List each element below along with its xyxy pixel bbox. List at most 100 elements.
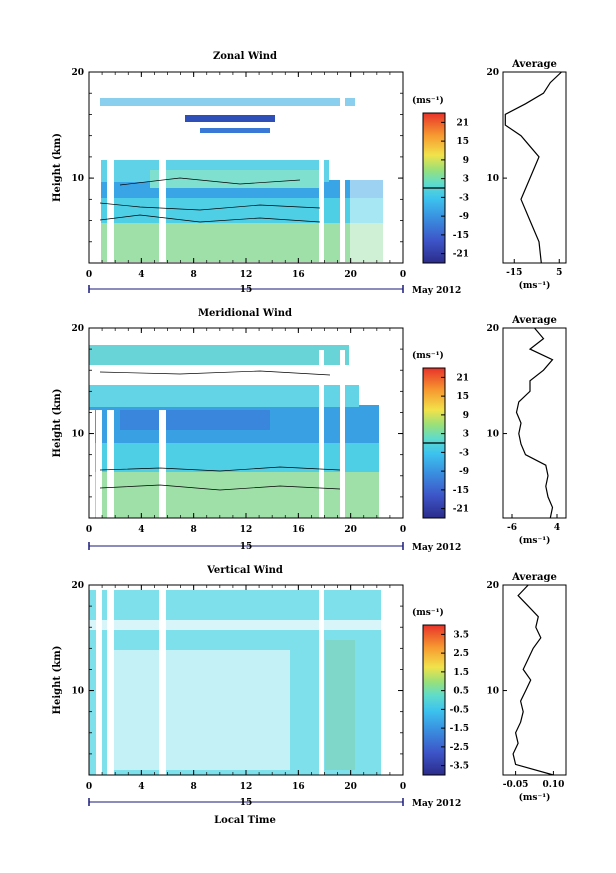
x-tick-label: 0 — [86, 270, 92, 280]
date-month-label: May 2012 — [412, 286, 461, 296]
profile-x-label: (ms⁻¹) — [519, 792, 551, 803]
colorbar-tick-label: 21 — [456, 118, 469, 128]
date-day-label: 15 — [240, 798, 253, 808]
date-month-label: May 2012 — [412, 543, 461, 553]
y-tick-label: 10 — [71, 687, 84, 697]
colorbar-tick-label: 21 — [456, 373, 469, 383]
colorbar-tick-label: -9 — [459, 467, 469, 477]
colorbar-tick-label: -3.5 — [450, 762, 469, 772]
colorbar-tick-label: -15 — [453, 231, 469, 241]
zonal-profile — [502, 71, 567, 264]
x-axis-label: Local Time — [214, 815, 276, 826]
x-tick-label: 20 — [344, 270, 357, 280]
colorbar-unit: (ms⁻¹) — [412, 607, 444, 618]
x-tick-label: 0 — [400, 525, 406, 535]
profile-title: Average — [511, 59, 557, 70]
vertical-profile — [502, 584, 567, 776]
colorbar-unit: (ms⁻¹) — [412, 95, 444, 106]
profile-title: Average — [511, 572, 557, 583]
zonal-heatmap — [89, 83, 383, 263]
colorbar-tick-label: 2.5 — [453, 649, 469, 659]
colorbar-tick-label: -3 — [459, 193, 469, 203]
x-tick-label: 12 — [240, 525, 253, 535]
colorbar-tick-label: 9 — [463, 411, 469, 421]
x-tick-label: 16 — [292, 270, 305, 280]
profile-line — [512, 584, 554, 776]
profile-y-tick-label: 10 — [486, 687, 499, 697]
x-tick-label: 16 — [292, 782, 305, 792]
profile-x-tick-label: 0.10 — [542, 780, 564, 790]
x-tick-label: 20 — [344, 782, 357, 792]
x-tick-label: 12 — [240, 270, 253, 280]
date-month-label: May 2012 — [412, 799, 461, 809]
y-tick-label: 10 — [71, 430, 84, 440]
x-tick-label: 4 — [138, 525, 144, 535]
colorbar-tick-label: 3 — [463, 430, 469, 440]
colorbar-tick-label: -21 — [453, 505, 469, 515]
chart-marks: Height (km) 10 20 0 4 8 12 16 20 0 15 May 2012 (ms⁻¹… — [52, 59, 564, 809]
vertical-heatmap — [89, 590, 386, 775]
colorbar-tick-label: -0.5 — [450, 705, 469, 715]
x-tick-label: 8 — [191, 782, 197, 792]
x-tick-label: 8 — [191, 525, 197, 535]
meridional-heatmap — [89, 345, 379, 518]
x-tick-label: 0 — [400, 270, 406, 280]
colorbar-tick-label: -9 — [459, 212, 469, 222]
meridional-profile — [502, 327, 567, 519]
y-axis-label: Height (km) — [52, 646, 63, 715]
y-axis-label: Height (km) — [52, 133, 63, 202]
date-day-label: 15 — [240, 285, 253, 295]
profile-y-tick-label: 20 — [486, 581, 499, 591]
profile-line — [504, 71, 562, 264]
y-tick-label: 20 — [71, 581, 84, 591]
profile-x-label: (ms⁻¹) — [519, 280, 551, 291]
x-tick-label: 4 — [138, 270, 144, 280]
meridional-panel: Meridional Wind — [88, 308, 567, 519]
profile-y-tick-label: 20 — [486, 324, 499, 334]
zonal-panel: Zonal Wind — [88, 51, 567, 264]
colorbar-unit: (ms⁻¹) — [412, 350, 444, 361]
profile-x-tick-label: 5 — [556, 268, 562, 278]
vertical-panel: Vertical Wind Local Time — [88, 565, 567, 826]
vertical-colorbar — [422, 624, 446, 776]
profile-x-tick-label: -6 — [507, 523, 517, 533]
colorbar-tick-label: 3.5 — [453, 630, 469, 640]
y-axis-label: Height (km) — [52, 389, 63, 458]
profile-x-label: (ms⁻¹) — [519, 535, 551, 546]
profile-x-tick-label: -0.05 — [503, 780, 529, 790]
x-tick-label: 0 — [86, 782, 92, 792]
x-tick-label: 4 — [138, 782, 144, 792]
x-tick-label: 0 — [86, 525, 92, 535]
colorbar-tick-label: -15 — [453, 486, 469, 496]
y-tick-label: 20 — [71, 68, 84, 78]
x-tick-label: 12 — [240, 782, 253, 792]
colorbar-tick-label: -3 — [459, 448, 469, 458]
profile-y-tick-label: 10 — [486, 174, 499, 184]
profile-y-tick-label: 10 — [486, 430, 499, 440]
y-tick-label: 10 — [71, 174, 84, 184]
colorbar-tick-label: 15 — [456, 392, 469, 402]
chart-title: Zonal Wind — [213, 51, 277, 62]
colorbar-tick-label: 15 — [456, 137, 469, 147]
x-tick-label: 8 — [191, 270, 197, 280]
profile-line — [515, 327, 554, 519]
x-tick-label: 20 — [344, 525, 357, 535]
profile-x-tick-label: 4 — [554, 523, 560, 533]
colorbar-tick-label: -21 — [453, 250, 469, 260]
colorbar-tick-label: 1.5 — [453, 668, 469, 678]
colorbar-tick-label: 0.5 — [453, 687, 469, 697]
colorbar-tick-label: 3 — [463, 175, 469, 185]
x-tick-label: 0 — [400, 782, 406, 792]
chart-title: Vertical Wind — [206, 565, 283, 576]
profile-y-tick-label: 20 — [486, 68, 499, 78]
colorbar-tick-label: -1.5 — [450, 724, 469, 734]
y-tick-label: 20 — [71, 324, 84, 334]
chart-title: Meridional Wind — [198, 308, 292, 319]
profile-title: Average — [511, 315, 557, 326]
x-tick-label: 16 — [292, 525, 305, 535]
colorbar-tick-label: 9 — [463, 156, 469, 166]
colorbar-tick-label: -2.5 — [450, 743, 469, 753]
date-day-label: 15 — [240, 542, 253, 552]
profile-x-tick-label: -15 — [506, 268, 522, 278]
